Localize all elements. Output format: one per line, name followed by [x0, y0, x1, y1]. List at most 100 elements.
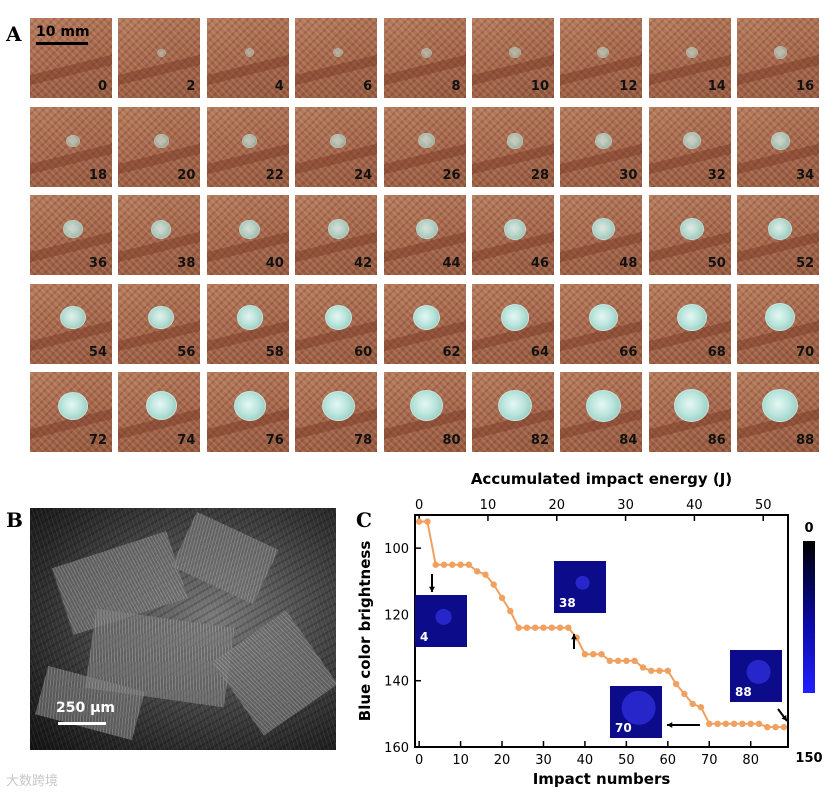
impact-photo-tile: 2 — [118, 18, 201, 98]
plot-frame — [414, 514, 789, 748]
impact-spot — [594, 132, 613, 150]
impact-photo-tile: 8 — [383, 18, 466, 98]
y-axis-title: Blue color brightness — [356, 541, 374, 722]
panel-label-a: A — [6, 22, 22, 46]
data-point — [449, 561, 456, 568]
data-point — [540, 624, 547, 631]
x-tick-label: 40 — [577, 753, 594, 768]
data-point — [764, 723, 771, 731]
colorbar-max-label: 150 — [795, 751, 822, 766]
impact-count-label: 78 — [354, 433, 373, 448]
impact-count-label: 44 — [442, 256, 461, 271]
data-point — [614, 657, 622, 665]
impact-spot — [591, 218, 616, 240]
data-point — [739, 720, 746, 727]
data-point — [490, 581, 497, 588]
impact-count-label: 56 — [177, 344, 196, 360]
impact-spot — [333, 48, 344, 58]
impact-count-label: 80 — [442, 433, 461, 448]
colorbar-min-label: 0 — [804, 521, 813, 536]
impact-count-label: 86 — [707, 433, 726, 448]
impact-photo-tile: 4 — [206, 18, 289, 98]
impact-count-label: 20 — [177, 167, 196, 183]
impact-count-label: 10 — [530, 79, 549, 94]
impact-photo-tile: 82 — [472, 372, 554, 452]
data-point — [706, 720, 713, 727]
inset-arrow-head — [667, 722, 673, 728]
data-point — [714, 720, 721, 727]
data-point — [780, 723, 788, 731]
impact-spot — [503, 218, 527, 240]
data-point — [631, 657, 638, 665]
impact-spot — [674, 389, 710, 422]
data-point — [689, 700, 696, 708]
impact-photo-tile: 26 — [383, 106, 466, 187]
impact-photo-tile: 22 — [206, 106, 289, 187]
data-point — [581, 651, 589, 658]
impact-count-label: 42 — [354, 256, 373, 271]
impact-photo-tile: 0 — [30, 18, 112, 98]
impact-spot — [497, 389, 533, 422]
inset-arrow-head — [781, 715, 787, 721]
impact-photo-tile: 38 — [118, 195, 201, 275]
data-point — [722, 720, 730, 727]
impact-count-label: 48 — [619, 256, 638, 271]
data-point — [415, 518, 423, 525]
impact-spot — [421, 47, 432, 58]
impact-spot — [765, 303, 796, 332]
impact-spot — [236, 305, 264, 330]
sem-scale-bar — [58, 722, 106, 725]
y-tick-label: 140 — [384, 675, 409, 690]
impact-count-label: 50 — [707, 256, 726, 271]
data-point — [482, 571, 489, 578]
impact-spot — [66, 134, 80, 148]
impact-photo-tile: 34 — [737, 106, 820, 187]
impact-count-label: 46 — [530, 256, 549, 271]
impact-spot — [145, 391, 178, 421]
x-tick-label: 50 — [618, 753, 635, 768]
x2-tick-label: 10 — [480, 498, 497, 513]
impact-count-label: 74 — [177, 433, 196, 448]
data-point — [747, 720, 754, 727]
x2-tick-label: 30 — [617, 498, 634, 513]
impact-photo-tile: 46 — [472, 195, 554, 275]
impact-photo-tile: 58 — [206, 283, 289, 364]
impact-spot — [762, 389, 799, 423]
impact-photo-tile: 54 — [30, 283, 112, 364]
impact-photo-tile: 52 — [737, 195, 820, 275]
impact-photo-tile: 48 — [560, 195, 643, 275]
impact-spot — [63, 220, 83, 239]
impact-spot — [509, 47, 521, 58]
data-point — [606, 657, 613, 665]
impact-spot — [418, 133, 435, 149]
impact-spot — [770, 132, 790, 150]
impact-spot — [327, 219, 349, 240]
x-tick-label: 30 — [535, 753, 552, 768]
impact-spot — [682, 132, 701, 150]
impact-photo-tile: 44 — [383, 195, 466, 275]
impact-spot — [506, 133, 524, 149]
x-tick-label: 80 — [742, 753, 759, 768]
x-tick-label: 70 — [701, 753, 718, 768]
impact-count-label: 8 — [451, 79, 461, 94]
data-point — [565, 624, 572, 631]
impact-count-label: 22 — [265, 167, 284, 183]
impact-count-label: 26 — [442, 167, 461, 183]
impact-spot — [151, 219, 172, 239]
impact-photo-tile: 68 — [648, 283, 731, 364]
impact-photo-tile: 76 — [206, 372, 289, 452]
impact-photo-tile: 14 — [648, 18, 731, 98]
impact-spot — [409, 390, 444, 422]
inset-glow — [575, 575, 590, 590]
data-point — [697, 704, 705, 711]
impact-photo-grid: 0 2 4 6 8 10 12 14 16 18 20 22 24 26 28 30 32 34 36 38 40 42 4… — [30, 18, 822, 454]
impact-count-label: 36 — [88, 256, 107, 271]
impact-count-label: 58 — [265, 344, 284, 360]
impact-count-label: 28 — [530, 167, 549, 183]
impact-count-label: 84 — [619, 433, 638, 448]
inset-glow — [621, 690, 656, 725]
impact-photo-tile: 50 — [648, 195, 731, 275]
impact-photo-tile: 20 — [118, 106, 201, 187]
impact-photo-tile: 56 — [118, 283, 201, 364]
impact-photo-tile: 24 — [295, 106, 378, 187]
